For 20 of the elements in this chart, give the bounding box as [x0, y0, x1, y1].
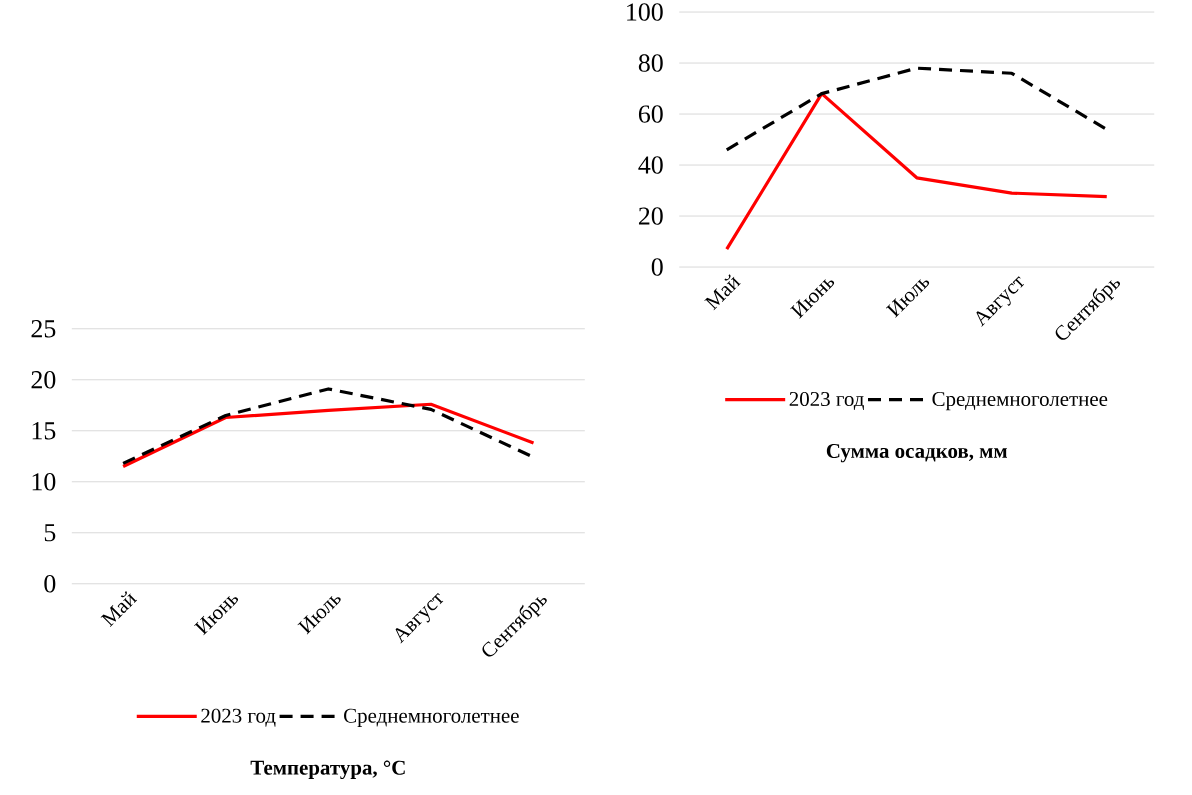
y-tick-label: 0 — [651, 258, 663, 276]
y-tick-label: 0 — [44, 575, 56, 593]
y-tick-label: 100 — [627, 3, 663, 21]
line-series — [725, 92, 1109, 251]
legend-label: Среднемноголетнее — [344, 708, 519, 728]
legend-label: Среднемноголетнее — [932, 392, 1108, 411]
y-tick-label: 20 — [31, 371, 56, 389]
text: Сумма осадков, мм — [826, 443, 1007, 463]
y-tick-label: 40 — [638, 156, 663, 174]
legend-label: 2023 год — [201, 708, 276, 727]
y-tick-label: 60 — [638, 105, 663, 123]
y-tick-label: 15 — [32, 422, 56, 440]
y-tick-label: 5 — [44, 524, 56, 542]
text: Температура, °C — [250, 760, 405, 780]
legend-label: 2023 год — [789, 392, 864, 410]
y-tick-label: 80 — [638, 54, 663, 72]
y-tick-label: 10 — [32, 473, 56, 491]
line-series — [121, 402, 536, 469]
y-tick-label: 20 — [638, 207, 663, 225]
y-tick-label: 25 — [31, 320, 56, 338]
